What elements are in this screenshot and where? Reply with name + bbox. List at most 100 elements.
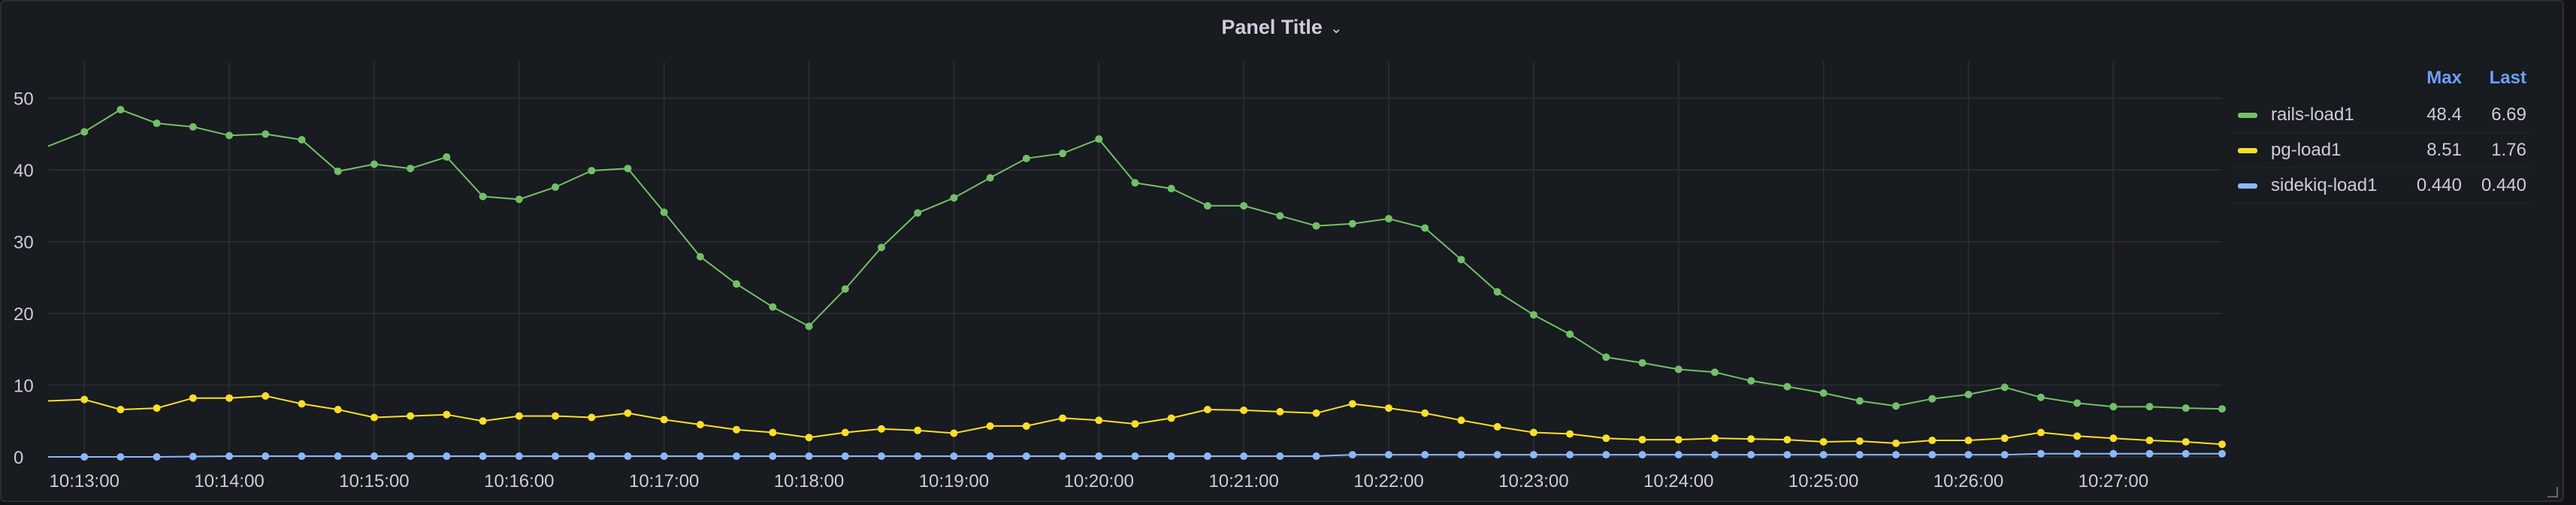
data-point-rails-load1 bbox=[1167, 184, 1175, 192]
data-point-rails-load1 bbox=[1348, 219, 1356, 228]
data-point-pg-load1 bbox=[733, 425, 741, 434]
data-point-rails-load1 bbox=[262, 130, 270, 138]
data-point-sidekiq-load1 bbox=[2181, 449, 2190, 458]
data-point-sidekiq-load1 bbox=[1095, 452, 1103, 461]
data-point-rails-load1 bbox=[588, 167, 596, 175]
data-point-sidekiq-load1 bbox=[2036, 449, 2045, 458]
data-point-sidekiq-load1 bbox=[153, 453, 161, 461]
y-tick-label: 40 bbox=[14, 161, 34, 181]
data-point-pg-load1 bbox=[1457, 416, 1465, 425]
y-tick-label: 30 bbox=[14, 233, 34, 253]
data-point-pg-load1 bbox=[1783, 436, 1791, 444]
legend-row-pg-load1[interactable]: pg-load1 8.51 1.76 bbox=[2232, 132, 2532, 168]
data-point-pg-load1 bbox=[1529, 428, 1537, 437]
data-point-pg-load1 bbox=[2218, 440, 2226, 449]
data-point-pg-load1 bbox=[1710, 434, 1719, 443]
data-point-pg-load1 bbox=[479, 417, 487, 425]
x-tick-label: 10:23:00 bbox=[1498, 471, 1568, 491]
data-point-pg-load1 bbox=[841, 428, 849, 437]
data-point-sidekiq-load1 bbox=[841, 452, 849, 461]
x-tick-label: 10:14:00 bbox=[194, 471, 264, 491]
legend-row-rails-load1[interactable]: rails-load1 48.4 6.69 bbox=[2232, 98, 2532, 133]
legend-series-name[interactable]: pg-load1 bbox=[2232, 132, 2403, 168]
legend-header-name bbox=[2232, 66, 2403, 98]
data-point-sidekiq-load1 bbox=[1928, 451, 1937, 459]
data-point-sidekiq-load1 bbox=[1529, 451, 1537, 459]
data-point-rails-load1 bbox=[805, 322, 813, 331]
data-point-pg-load1 bbox=[407, 412, 415, 420]
data-point-sidekiq-load1 bbox=[1421, 451, 1429, 459]
data-point-rails-load1 bbox=[1059, 150, 1067, 158]
legend-series-name[interactable]: rails-load1 bbox=[2232, 98, 2403, 133]
data-point-sidekiq-load1 bbox=[1783, 451, 1791, 459]
data-point-pg-load1 bbox=[696, 421, 704, 429]
series-color-swatch bbox=[2238, 113, 2257, 119]
data-point-rails-load1 bbox=[769, 303, 777, 311]
data-point-sidekiq-load1 bbox=[552, 452, 560, 461]
data-point-sidekiq-load1 bbox=[2218, 449, 2226, 458]
data-point-sidekiq-load1 bbox=[1638, 451, 1646, 459]
legend-max-value: 0.440 bbox=[2402, 168, 2468, 204]
data-point-rails-load1 bbox=[1674, 365, 1683, 373]
data-point-pg-load1 bbox=[1638, 436, 1646, 444]
data-point-pg-load1 bbox=[1022, 422, 1030, 430]
data-point-pg-load1 bbox=[225, 394, 234, 402]
legend-series-label: sidekiq-load1 bbox=[2271, 175, 2378, 195]
panel-header[interactable]: Panel Title ⌄ bbox=[2, 2, 2562, 53]
data-point-sidekiq-load1 bbox=[407, 452, 415, 461]
legend-table: Max Last rails-load1 48.4 6.69 pg-load1 … bbox=[2232, 66, 2532, 204]
data-point-rails-load1 bbox=[443, 153, 451, 161]
data-point-rails-load1 bbox=[1638, 358, 1646, 367]
resize-handle[interactable] bbox=[2547, 487, 2558, 497]
data-point-rails-load1 bbox=[2036, 393, 2045, 401]
data-point-sidekiq-load1 bbox=[370, 452, 378, 461]
x-tick-label: 10:24:00 bbox=[1643, 471, 1713, 491]
data-point-pg-load1 bbox=[515, 412, 523, 420]
y-tick-label: 0 bbox=[14, 448, 23, 468]
data-point-pg-load1 bbox=[1819, 437, 1828, 446]
data-point-pg-load1 bbox=[298, 400, 306, 408]
data-point-sidekiq-load1 bbox=[1131, 452, 1139, 461]
data-point-pg-load1 bbox=[1167, 414, 1175, 422]
data-point-rails-load1 bbox=[225, 132, 234, 140]
data-point-rails-load1 bbox=[1819, 389, 1828, 398]
data-point-rails-load1 bbox=[1203, 201, 1211, 210]
data-point-pg-load1 bbox=[2073, 432, 2082, 440]
data-point-sidekiq-load1 bbox=[1710, 451, 1719, 459]
panel-title-menu[interactable]: Panel Title ⌄ bbox=[1221, 16, 1342, 39]
data-point-rails-load1 bbox=[1855, 397, 1864, 405]
data-point-sidekiq-load1 bbox=[1167, 452, 1175, 461]
data-point-pg-load1 bbox=[1203, 405, 1211, 413]
data-point-rails-load1 bbox=[2000, 383, 2009, 392]
data-point-pg-load1 bbox=[2000, 434, 2009, 443]
legend-series-name[interactable]: sidekiq-load1 bbox=[2232, 168, 2403, 204]
data-point-sidekiq-load1 bbox=[1964, 451, 1973, 459]
data-point-sidekiq-load1 bbox=[1312, 452, 1320, 461]
chevron-down-icon[interactable]: ⌄ bbox=[1329, 20, 1343, 37]
legend-header-max[interactable]: Max bbox=[2426, 68, 2462, 88]
data-point-rails-load1 bbox=[515, 195, 523, 204]
data-point-rails-load1 bbox=[624, 165, 632, 173]
data-point-pg-load1 bbox=[2036, 428, 2045, 437]
data-point-sidekiq-load1 bbox=[443, 452, 451, 461]
data-point-pg-load1 bbox=[624, 409, 632, 417]
data-point-rails-load1 bbox=[1493, 288, 1501, 296]
data-point-rails-load1 bbox=[1312, 222, 1320, 230]
data-point-rails-load1 bbox=[2181, 404, 2190, 413]
data-point-sidekiq-load1 bbox=[515, 452, 523, 461]
data-point-rails-load1 bbox=[2218, 405, 2226, 413]
data-point-sidekiq-load1 bbox=[1819, 451, 1828, 459]
data-point-pg-load1 bbox=[1602, 434, 1610, 443]
data-point-pg-load1 bbox=[2109, 434, 2118, 443]
x-tick-label: 10:19:00 bbox=[919, 471, 989, 491]
x-tick-label: 10:13:00 bbox=[50, 471, 119, 491]
legend-header-last[interactable]: Last bbox=[2489, 68, 2526, 88]
legend-row-sidekiq-load1[interactable]: sidekiq-load1 0.440 0.440 bbox=[2232, 168, 2532, 204]
data-point-pg-load1 bbox=[1276, 407, 1284, 416]
data-point-pg-load1 bbox=[986, 422, 994, 430]
data-point-sidekiq-load1 bbox=[1566, 451, 1574, 459]
series-color-swatch bbox=[2238, 148, 2257, 154]
data-point-pg-load1 bbox=[805, 434, 813, 442]
panel-title[interactable]: Panel Title bbox=[1221, 15, 1323, 38]
data-point-pg-load1 bbox=[153, 404, 161, 413]
